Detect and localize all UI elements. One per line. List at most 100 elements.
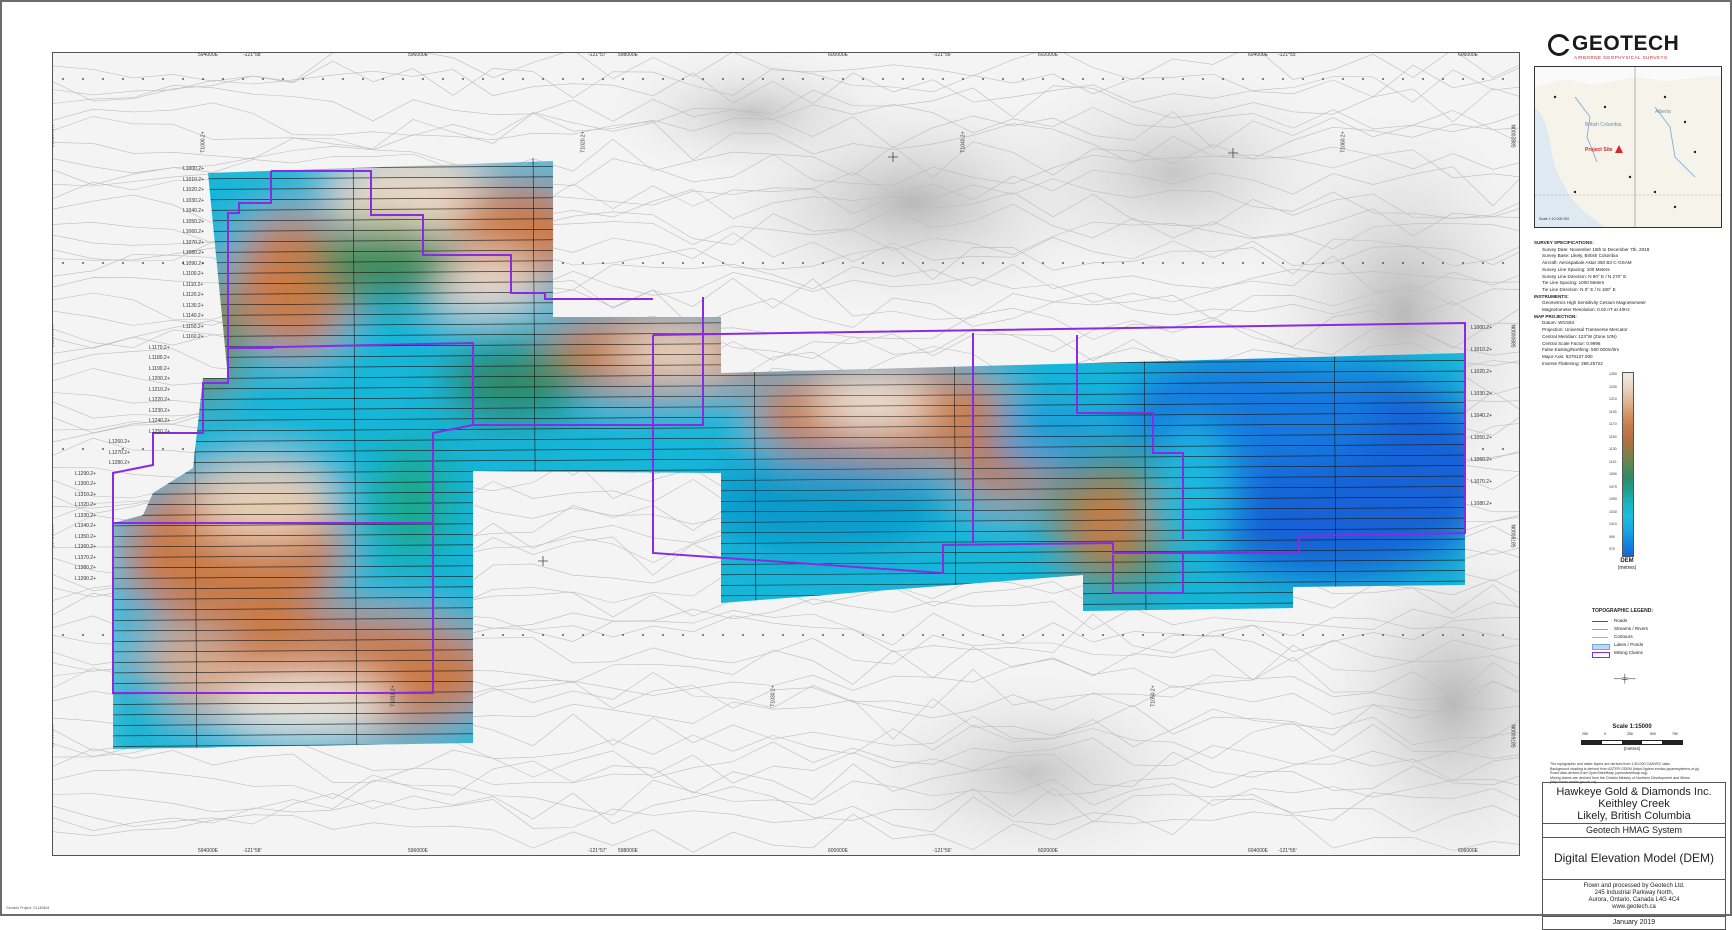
grid-dot <box>1082 634 1084 636</box>
grid-dot <box>1402 262 1404 264</box>
flight-line-label: L1170.2+ <box>149 344 170 351</box>
dem-tick-label: 990 <box>1609 534 1615 539</box>
flight-line <box>113 391 1465 401</box>
grid-dot <box>1042 78 1044 80</box>
grid-dot <box>1222 78 1224 80</box>
grid-coordinate-label: -121°57' <box>588 848 607 854</box>
grid-coordinate-label: T1010.2+ <box>390 685 397 707</box>
grid-coordinate-label: T1030.2+ <box>770 685 777 707</box>
flight-line-label: L1030.2+ <box>1471 391 1492 397</box>
grid-dot <box>682 78 684 80</box>
grid-dot <box>142 78 144 80</box>
grid-dot <box>742 262 744 264</box>
flight-line-label: L1000.2+ <box>1471 325 1492 331</box>
grid-dot <box>262 78 264 80</box>
flight-line-label: L1270.2+ <box>109 449 130 456</box>
spec-item: Tie Line Spacing: 1000 Meters <box>1542 280 1605 286</box>
grid-dot <box>762 634 764 636</box>
scale-tick: 750 <box>1672 732 1678 736</box>
grid-dot <box>662 262 664 264</box>
grid-dot <box>1162 78 1164 80</box>
flight-line-label: L1040.2+ <box>183 208 204 214</box>
dem-tick-label: 1030 <box>1609 509 1617 514</box>
flight-line <box>113 570 1465 579</box>
flight-line-label: L1350.2+ <box>75 533 96 540</box>
topo-legend-label: Streams / Rivers <box>1614 626 1648 631</box>
grid-dot <box>1342 262 1344 264</box>
contour-line <box>53 111 1519 149</box>
scale-bar-graphic <box>1581 740 1683 745</box>
grid-dot <box>722 262 724 264</box>
grid-dot <box>402 78 404 80</box>
grid-coordinate-label: 5876000N <box>1511 724 1518 748</box>
flight-line-label: L1050.2+ <box>183 218 204 225</box>
grid-dot <box>562 262 564 264</box>
grid-dot <box>762 262 764 264</box>
note-line: Mining claims are derived from the Ontar… <box>1550 775 1690 780</box>
note-line: The topographic and water layers are der… <box>1550 762 1671 766</box>
flight-line <box>113 433 1465 443</box>
grid-dot <box>1082 262 1084 264</box>
inset-scale: Scale 1:10 000 000 <box>1539 217 1570 221</box>
grid-coordinate-label: 598000E <box>618 848 639 854</box>
grid-dot <box>1262 262 1264 264</box>
grid-coordinate-label: 5882000N <box>52 124 56 148</box>
dem-color-legend: 1250 1230 1210 1190 1170 1150 1130 1110 1090 1070… <box>1609 372 1670 592</box>
grid-dot <box>822 78 824 80</box>
flight-line-label: L1030.2+ <box>183 197 204 204</box>
grid-dot <box>102 634 104 636</box>
grid-dot <box>342 78 344 80</box>
grid-dot <box>502 634 504 636</box>
flight-line-label: L1200.2+ <box>149 376 170 382</box>
grid-dot <box>1182 262 1184 264</box>
grid-dot <box>1022 634 1024 636</box>
flight-line-label: L1250.2+ <box>149 428 170 435</box>
grid-dot <box>1382 634 1384 636</box>
grid-dot <box>682 634 684 636</box>
grid-dot <box>1282 262 1284 264</box>
grid-dot <box>1162 634 1164 636</box>
grid-coordinate-label: 594000E <box>198 52 219 58</box>
grid-dot <box>1322 262 1324 264</box>
topographic-legend: TOPOGRAPHIC LEGEND: Roads Streams / Rive… <box>1592 608 1702 658</box>
grid-dot <box>122 78 124 80</box>
flight-line-label: L1020.2+ <box>183 187 204 193</box>
topo-legend-item: Contours <box>1592 634 1702 642</box>
grid-dot <box>1462 78 1464 80</box>
processor-line: Aurora, Ontario, Canada L4G 4C4 <box>1588 897 1680 903</box>
grid-dot <box>742 634 744 636</box>
contour-line <box>53 796 1519 836</box>
north-arrow-icon: —╪— <box>1614 674 1636 683</box>
grid-coordinate-label: -121°56' <box>933 848 952 854</box>
grid-dot <box>462 78 464 80</box>
grid-dot <box>1062 78 1064 80</box>
grid-dot <box>1122 262 1124 264</box>
grid-dot <box>1442 78 1444 80</box>
grid-dot <box>902 262 904 264</box>
flight-line-label: L1210.2+ <box>149 386 170 393</box>
grid-dot <box>582 262 584 264</box>
grid-dot <box>1262 78 1264 80</box>
grid-dot <box>1062 634 1064 636</box>
grid-dot <box>642 78 644 80</box>
grid-dot <box>1002 78 1004 80</box>
flight-line-label: L1300.2+ <box>75 481 96 487</box>
project-name: Keithley Creek <box>1598 798 1670 810</box>
inset-province-label: British Columbia <box>1585 122 1622 128</box>
flight-line-label: L1370.2+ <box>75 554 96 561</box>
dem-tick-label: 1050 <box>1609 497 1617 501</box>
grid-dot <box>1242 634 1244 636</box>
grid-dot <box>682 262 684 264</box>
grid-dot <box>962 262 964 264</box>
grid-dot <box>982 78 984 80</box>
scale-ticks: 250 0 250 500 750 <box>1582 732 1682 738</box>
grid-dot <box>1222 634 1224 636</box>
contour-line <box>53 811 1519 853</box>
flight-line <box>113 454 1465 464</box>
grid-coordinate-label: 598000E <box>618 52 639 58</box>
grid-dot <box>1362 634 1364 636</box>
grid-dot <box>102 78 104 80</box>
map-panel: 594000E 594000E 596000E 596000E 598000E 59800… <box>52 52 1520 856</box>
dem-tick-label: 1150 <box>1609 434 1617 439</box>
projection-item: Projection: Universal Transverse Mercato… <box>1542 327 1628 333</box>
